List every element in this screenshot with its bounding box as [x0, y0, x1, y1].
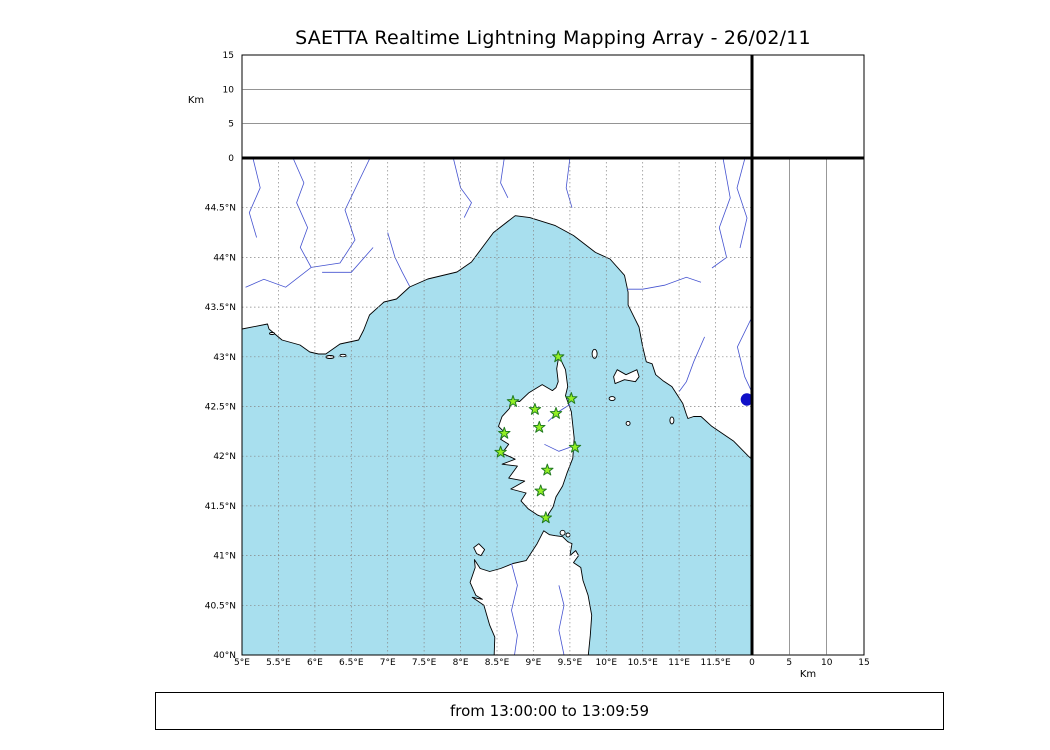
altitude-tick-label-top: 15 — [223, 51, 234, 61]
km-axis-label-left: Km — [188, 95, 204, 106]
landmasses — [242, 158, 752, 655]
lat-tick-label: 40.5°N — [205, 601, 236, 611]
station-star-marker — [549, 407, 563, 419]
km-axis-label-bottom: Km — [800, 669, 816, 680]
lat-tick-label: 42°N — [213, 452, 236, 462]
coast-corsica — [498, 355, 575, 520]
lon-tick-label: 7°E — [380, 658, 396, 668]
island-elba — [613, 369, 640, 385]
lon-tick-label: 8.5°E — [485, 658, 510, 668]
altitude-grid-lines — [242, 89, 828, 655]
altitude-tick-label-top: 5 — [228, 120, 234, 130]
axis-tick-labels: 40°N 40.5°N 41°N 41.5°N 42°N 42.5°N 43°N 43.5°N… — [205, 51, 870, 668]
altitude-vs-longitude-panel — [241, 54, 753, 159]
lat-tick-label: 41°N — [213, 552, 236, 562]
station-star-marker — [528, 403, 542, 415]
island-giglio — [669, 416, 675, 425]
time-window-text: from 13:00:00 to 13:09:59 — [449, 702, 649, 720]
station-star-marker — [568, 440, 582, 453]
lon-tick-label: 10.5°E — [628, 658, 659, 668]
island-capraia — [591, 348, 598, 359]
detection-dot-marker — [740, 393, 754, 406]
lat-tick-label: 43.5°N — [205, 303, 236, 313]
altitude-tick-label-top: 10 — [223, 85, 235, 95]
island-port-cros — [339, 353, 347, 358]
lat-tick-label: 44.5°N — [205, 204, 236, 214]
lat-tick-label: 41.5°N — [205, 502, 236, 512]
lon-tick-label: 6°E — [307, 658, 323, 668]
lon-tick-label: 8°E — [453, 658, 469, 668]
altitude-tick-label-right: 10 — [821, 658, 833, 668]
altitude-tick-label-top: 0 — [228, 154, 234, 164]
island-maddalena — [559, 529, 566, 536]
page-title: SAETTA Realtime Lightning Mapping Array … — [295, 27, 811, 49]
lon-tick-label: 9°E — [525, 658, 541, 668]
lon-tick-label: 7.5°E — [412, 658, 437, 668]
station-star-marker — [498, 426, 511, 439]
station-star-marker — [565, 392, 578, 404]
lon-tick-label: 5°E — [234, 658, 250, 668]
lon-tick-label: 11.5°E — [700, 658, 731, 668]
map-markers — [494, 350, 754, 524]
island-montecristo — [625, 420, 631, 426]
lat-tick-label: 44°N — [213, 253, 236, 263]
lon-tick-label: 11°E — [668, 658, 690, 668]
lon-tick-label: 9.5°E — [558, 658, 583, 668]
island-frioul — [269, 332, 275, 335]
station-star-marker — [534, 484, 547, 497]
station-star-marker — [494, 445, 507, 458]
island-asinara — [473, 543, 486, 557]
altitude-tick-label-right: 5 — [786, 658, 792, 668]
lat-tick-label: 43°N — [213, 353, 236, 363]
altitude-tick-label-right: 0 — [749, 658, 755, 668]
lon-tick-label: 5.5°E — [266, 658, 291, 668]
altitude-vs-latitude-panel — [751, 157, 865, 656]
station-star-marker — [506, 395, 520, 407]
corner-panel — [751, 54, 865, 159]
map-grid-lines — [242, 158, 752, 655]
lat-tick-label: 40°N — [213, 651, 236, 661]
station-star-marker — [533, 420, 546, 433]
station-star-marker — [552, 350, 565, 363]
coast-sardinia — [469, 530, 593, 655]
island-pianosa — [608, 396, 616, 402]
lon-tick-label: 10°E — [595, 658, 617, 668]
lat-tick-label: 42.5°N — [205, 403, 236, 413]
station-star-marker — [539, 511, 552, 524]
time-window-box: from 13:00:00 to 13:09:59 — [155, 692, 944, 730]
island-caprera — [565, 532, 571, 538]
map-layers — [242, 158, 752, 655]
altitude-tick-label-right: 15 — [858, 658, 869, 668]
station-star-marker — [541, 463, 554, 476]
lon-tick-label: 6.5°E — [339, 658, 364, 668]
coast-mainland-france-italy — [242, 158, 752, 461]
